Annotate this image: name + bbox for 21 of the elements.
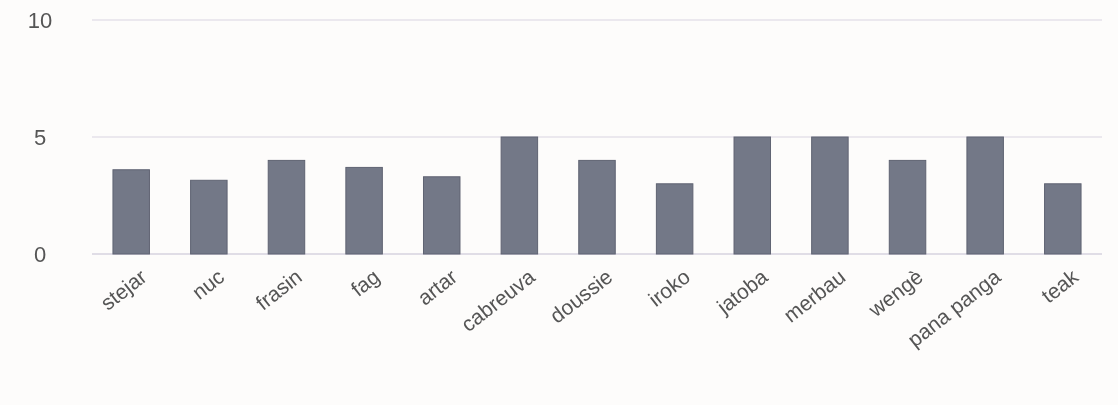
- bar: [500, 136, 539, 255]
- bar: [1044, 183, 1082, 255]
- y-tick-label: 5: [33, 124, 47, 150]
- x-tick-label: teak: [1036, 264, 1083, 308]
- y-tick-label: 10: [27, 7, 53, 33]
- bar: [966, 136, 1004, 255]
- x-tick-label: artar: [413, 264, 462, 310]
- bar: [888, 159, 927, 255]
- bar: [811, 136, 849, 255]
- bar: [267, 159, 306, 255]
- bar: [190, 179, 228, 255]
- x-tick-label: nuc: [187, 264, 229, 304]
- bar: [655, 183, 694, 255]
- bar: [345, 166, 383, 255]
- bar: [422, 176, 461, 255]
- bar: [733, 136, 772, 255]
- bar: [112, 169, 150, 255]
- x-tick-label: iroko: [644, 264, 695, 311]
- bar: [578, 159, 616, 255]
- y-tick-label: 0: [33, 241, 47, 267]
- x-tick-label: fag: [346, 264, 384, 301]
